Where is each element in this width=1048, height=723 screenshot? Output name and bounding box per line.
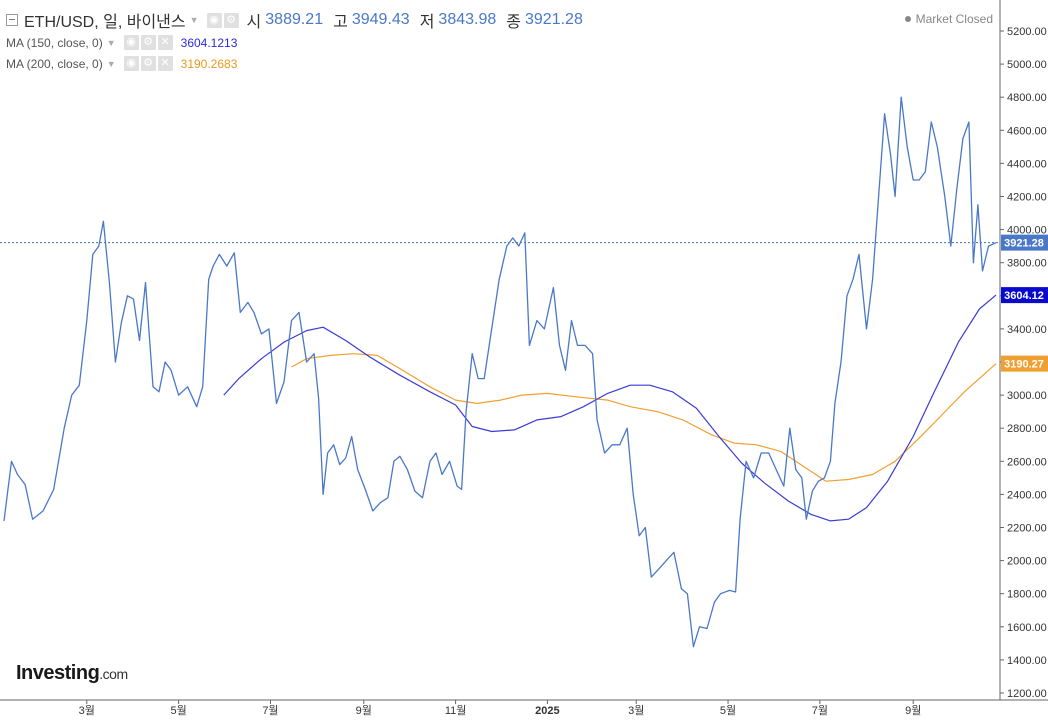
last-price-tag-text: 3921.28 [1004, 238, 1044, 250]
y-tick-label: 1800.00 [1007, 589, 1047, 601]
y-tick-label: 2600.00 [1007, 456, 1047, 468]
market-status-text: Market Closed [915, 12, 993, 26]
gear-icon[interactable]: ⚙ [140, 56, 156, 71]
investing-logo: Investing.com [16, 662, 128, 685]
eye-icon[interactable]: ◉ [206, 12, 222, 28]
y-tick-label: 2800.00 [1007, 423, 1047, 435]
chevron-down-icon[interactable]: ▼ [106, 58, 116, 69]
symbol-title: ETH/USD, 일, 바이낸스 [24, 14, 186, 31]
collapse-icon[interactable] [6, 14, 18, 26]
market-status: Market Closed [904, 12, 993, 26]
y-tick-label: 1200.00 [1007, 688, 1047, 700]
ma200-value: 3190.2683 [180, 56, 238, 71]
symbol-tools: ◉ ⚙ [206, 12, 239, 28]
ma150-tag-bg [1001, 287, 1048, 304]
high-value: 3949.43 [351, 11, 410, 28]
y-tick-label: 4400.00 [1007, 158, 1047, 170]
close-icon[interactable]: ✕ [157, 35, 173, 50]
y-tick-label: 4800.00 [1007, 92, 1047, 104]
ma200-tag-bg [1001, 355, 1048, 372]
y-tick-label: 2000.00 [1007, 556, 1047, 568]
ma150-row: MA (150, close, 0) ▼ ◉ ⚙ ✕ 3604.1213 [6, 32, 593, 53]
last-price-tag-bg [1001, 234, 1048, 251]
ma200-tools: ◉ ⚙ ✕ [123, 56, 173, 71]
ma200-label: MA (200, close, 0) [6, 56, 103, 71]
ma200-tag-text: 3190.27 [1004, 359, 1044, 371]
y-tick-label: 3800.00 [1007, 258, 1047, 270]
gear-icon[interactable]: ⚙ [140, 35, 156, 50]
close-value: 3921.28 [525, 11, 583, 28]
x-tick-label: 3월 [628, 704, 644, 717]
ma150-label: MA (150, close, 0) [6, 35, 103, 50]
x-tick-label: 3월 [79, 704, 95, 717]
status-dot-icon [904, 15, 911, 22]
ma150-value: 3604.1213 [180, 35, 238, 50]
y-tick-label: 5200.00 [1007, 26, 1047, 38]
x-tick-label: 9월 [356, 704, 372, 717]
open-label: 시 [246, 14, 262, 31]
x-tick-label: 7월 [262, 704, 278, 717]
chevron-down-icon[interactable]: ▼ [106, 37, 116, 48]
y-tick-label: 4200.00 [1007, 192, 1047, 204]
y-tick-label: 2400.00 [1007, 489, 1047, 501]
x-tick-label: 11월 [445, 704, 467, 717]
y-tick-label: 2200.00 [1007, 523, 1047, 535]
eye-icon[interactable]: ◉ [123, 35, 139, 50]
y-tick-label: 4600.00 [1007, 125, 1047, 137]
x-tick-label: 7월 [812, 704, 828, 717]
x-tick-label: 2025 [535, 705, 559, 717]
close-label: 종 [506, 14, 521, 31]
price-series-line [3, 96, 997, 648]
low-label: 저 [419, 14, 435, 31]
ma200-row: MA (200, close, 0) ▼ ◉ ⚙ ✕ 3190.2683 [6, 53, 593, 74]
ma200-series-line [291, 353, 997, 482]
y-tick-label: 3400.00 [1007, 324, 1047, 336]
ma150-tools: ◉ ⚙ ✕ [123, 35, 173, 50]
chart-legend: ETH/USD, 일, 바이낸스 ▼ ◉ ⚙ 시 3889.21 고 3949.… [6, 8, 593, 74]
ma150-tag-text: 3604.12 [1004, 290, 1044, 302]
y-tick-label: 1400.00 [1007, 655, 1047, 667]
eye-icon[interactable]: ◉ [123, 56, 139, 71]
logo-name: Investing [16, 662, 100, 684]
close-icon[interactable]: ✕ [157, 56, 173, 71]
y-tick-label: 5000.00 [1007, 59, 1047, 71]
chevron-down-icon[interactable]: ▼ [189, 15, 199, 25]
x-tick-label: 9월 [905, 704, 921, 717]
x-tick-label: 5월 [170, 704, 186, 717]
symbol-row: ETH/USD, 일, 바이낸스 ▼ ◉ ⚙ 시 3889.21 고 3949.… [6, 8, 593, 32]
logo-suffix: .com [99, 666, 128, 682]
y-tick-label: 3000.00 [1007, 390, 1047, 402]
low-value: 3843.98 [438, 11, 497, 28]
high-label: 고 [333, 14, 348, 31]
y-tick-label: 1600.00 [1007, 622, 1047, 634]
gear-icon[interactable]: ⚙ [223, 12, 239, 28]
x-tick-label: 5월 [720, 704, 736, 717]
ma150-series-line [223, 294, 997, 522]
open-value: 3889.21 [265, 11, 324, 28]
y-tick-label: 4000.00 [1007, 225, 1047, 237]
